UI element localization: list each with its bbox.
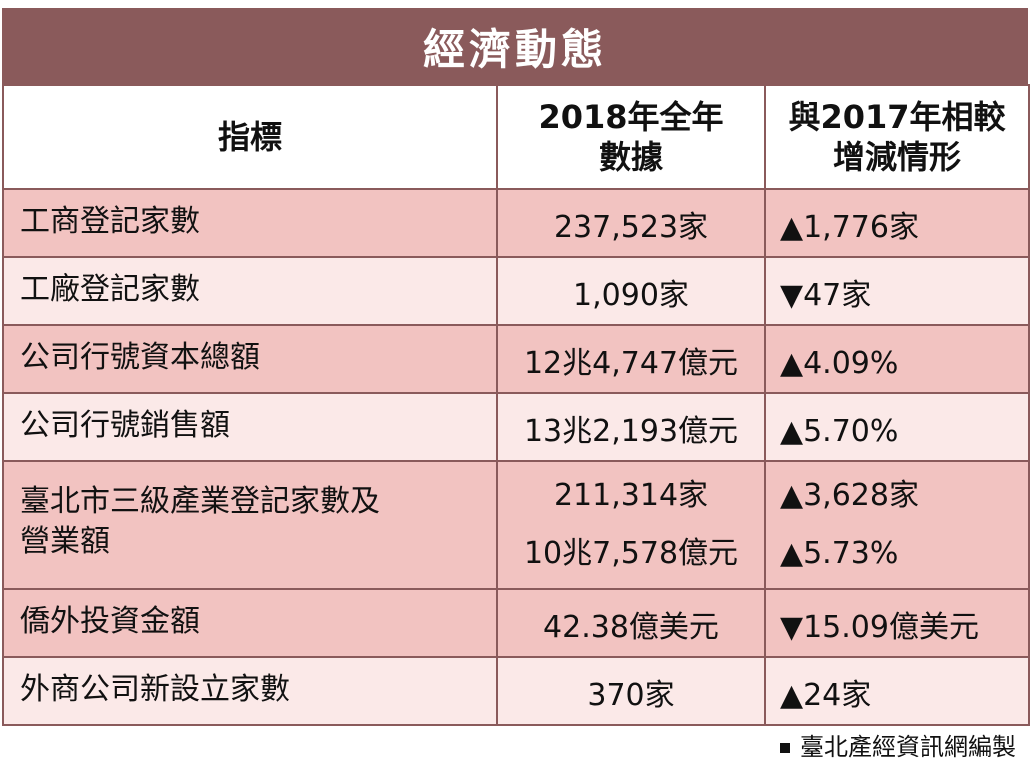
- table-row: 公司行號銷售額 13兆2,193億元 ▲5.70%: [2, 392, 1030, 462]
- row-indicator: 工廠登記家數: [2, 256, 498, 326]
- row-indicator: 工商登記家數: [2, 188, 498, 258]
- row-value: 42.38億美元: [496, 588, 766, 658]
- table-row: 外商公司新設立家數 370家 ▲24家: [2, 656, 1030, 726]
- economic-data-table: 指標 2018年全年 數據 與2017年相較 增減情形 工商登記家數 237,5…: [2, 84, 1030, 726]
- table-row: 工廠登記家數 1,090家 ▼47家: [2, 256, 1030, 326]
- row-value: 12兆4,747億元: [496, 324, 766, 394]
- table-row: 工商登記家數 237,523家 ▲1,776家: [2, 188, 1030, 258]
- row-change: ▲24家: [764, 656, 1030, 726]
- row-value: 13兆2,193億元: [496, 392, 766, 462]
- title-bar: 經濟動態: [2, 8, 1028, 84]
- source-credit: 臺北產經資訊網編製: [780, 727, 1016, 762]
- row-indicator: 外商公司新設立家數: [2, 656, 498, 726]
- row-value: 370家: [496, 656, 766, 726]
- table-header-row: 指標 2018年全年 數據 與2017年相較 增減情形: [2, 84, 1030, 190]
- row-change: ▲5.70%: [764, 392, 1030, 462]
- row-indicator: 公司行號資本總額: [2, 324, 498, 394]
- row-indicator: 臺北市三級產業登記家數及 營業額: [2, 460, 498, 590]
- row-value: 211,314家 10兆7,578億元: [496, 460, 766, 590]
- row-change: ▲4.09%: [764, 324, 1030, 394]
- row-value: 237,523家: [496, 188, 766, 258]
- header-indicator: 指標: [2, 84, 498, 190]
- row-indicator: 僑外投資金額: [2, 588, 498, 658]
- table-row: 僑外投資金額 42.38億美元 ▼15.09億美元: [2, 588, 1030, 658]
- row-value: 1,090家: [496, 256, 766, 326]
- economic-table-card: 經濟動態 指標 2018年全年 數據 與2017年相較 增減情形 工商登記家數 …: [2, 8, 1030, 726]
- row-change: ▲1,776家: [764, 188, 1030, 258]
- row-change: ▼47家: [764, 256, 1030, 326]
- square-bullet-icon: [780, 743, 790, 753]
- header-compare-2017: 與2017年相較 增減情形: [764, 84, 1030, 190]
- row-indicator: 公司行號銷售額: [2, 392, 498, 462]
- page-title: 經濟動態: [422, 24, 607, 74]
- table-row: 臺北市三級產業登記家數及 營業額 211,314家 10兆7,578億元 ▲3,…: [2, 460, 1030, 590]
- table-row: 公司行號資本總額 12兆4,747億元 ▲4.09%: [2, 324, 1030, 394]
- row-change: ▲3,628家 ▲5.73%: [764, 460, 1030, 590]
- row-change: ▼15.09億美元: [764, 588, 1030, 658]
- header-2018-data: 2018年全年 數據: [496, 84, 766, 190]
